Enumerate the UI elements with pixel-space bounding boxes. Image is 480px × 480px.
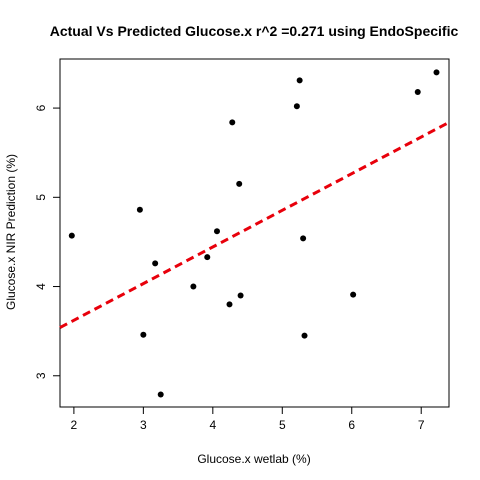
x-tick-label: 5 (279, 418, 286, 432)
data-point (152, 260, 159, 267)
data-point (301, 332, 308, 339)
y-tick-label: 6 (34, 104, 48, 111)
y-tick-label: 3 (34, 372, 48, 379)
data-point (236, 180, 243, 187)
y-axis-label: Glucose.x NIR Prediction (%) (4, 154, 18, 310)
data-point (237, 292, 244, 299)
x-axis-label: Glucose.x wetlab (%) (197, 452, 310, 466)
data-point (68, 232, 75, 239)
data-point (414, 89, 421, 96)
y-tick-label: 4 (34, 283, 48, 290)
data-point (296, 77, 303, 84)
data-point (229, 119, 236, 126)
x-tick-label: 6 (348, 418, 355, 432)
regression-line-group (59, 121, 450, 329)
x-tick-label: 4 (209, 418, 216, 432)
data-point (433, 69, 440, 76)
x-tick-label: 7 (418, 418, 425, 432)
data-point (204, 254, 211, 261)
data-point (190, 283, 197, 290)
data-point (136, 206, 143, 213)
data-point (293, 103, 300, 110)
regression-line (59, 121, 450, 329)
data-points (68, 69, 440, 398)
data-point (140, 331, 147, 338)
x-axis: 2 3 4 5 6 7 (71, 406, 425, 432)
data-point (157, 391, 164, 398)
data-point (300, 235, 307, 242)
x-tick-label: 2 (71, 418, 78, 432)
data-point (350, 291, 357, 298)
y-tick-label: 5 (34, 194, 48, 201)
chart-title: Actual Vs Predicted Glucose.x r^2 =0.271… (50, 23, 459, 39)
data-point (226, 301, 233, 308)
data-point (213, 228, 220, 235)
x-tick-label: 3 (140, 418, 147, 432)
y-axis: 3 4 5 6 (34, 104, 61, 379)
